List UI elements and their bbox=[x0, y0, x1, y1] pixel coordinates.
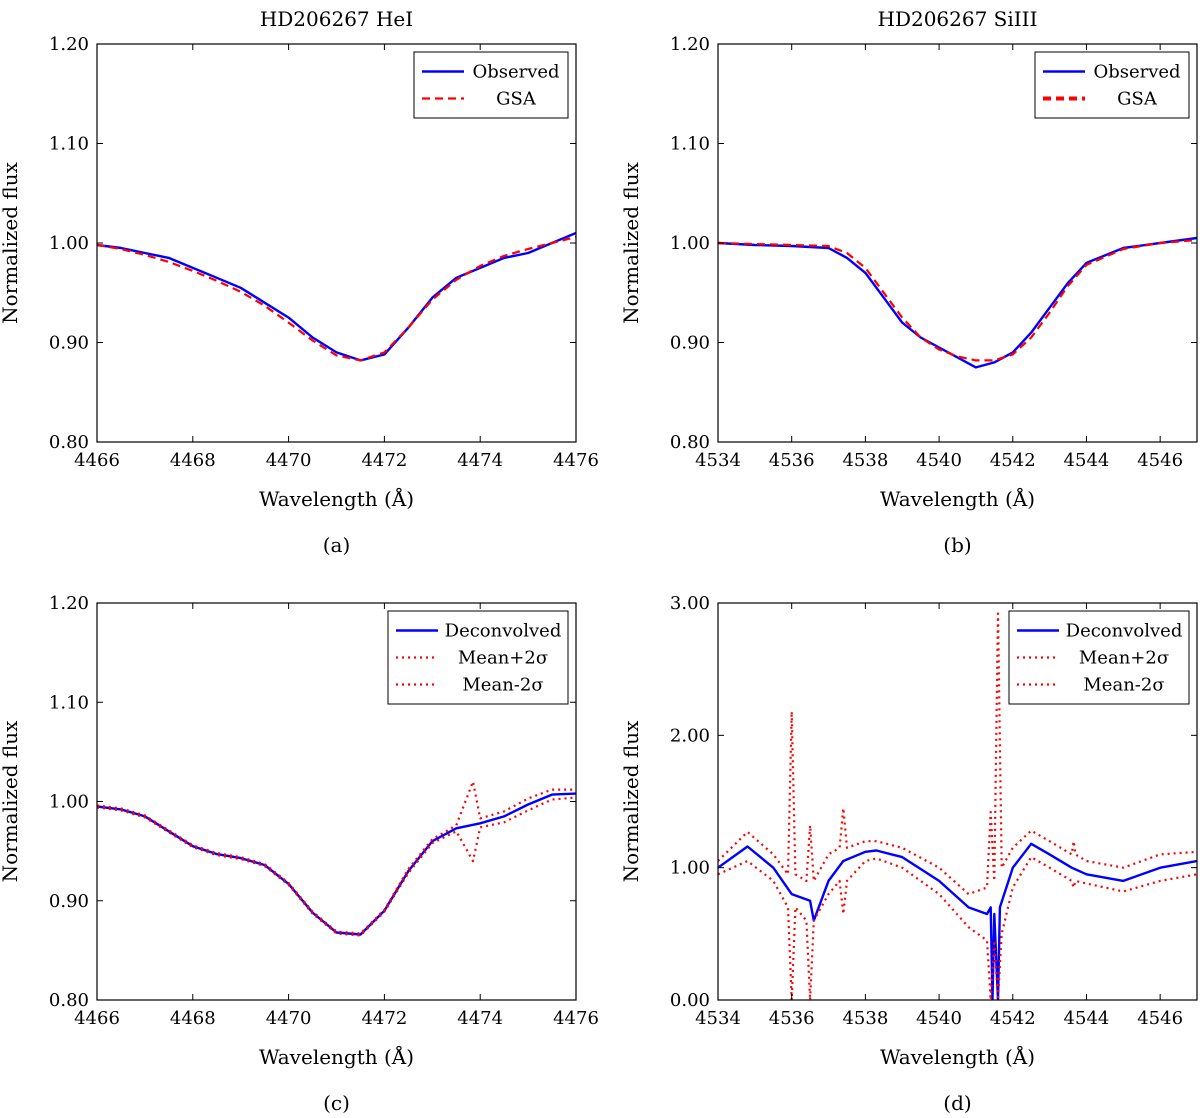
legend-box bbox=[1034, 51, 1190, 119]
series-line bbox=[97, 796, 576, 937]
x-tick-label: 4472 bbox=[361, 450, 407, 471]
x-tick-label: 4540 bbox=[916, 450, 962, 471]
x-tick-label: 4540 bbox=[916, 1008, 962, 1029]
y-tick-label: 1.00 bbox=[670, 233, 710, 254]
legend-label: Mean-2σ bbox=[462, 675, 543, 696]
x-tick-label: 4476 bbox=[553, 1008, 599, 1029]
chart-panel: HD206267 HeI 4466 4468 4470 4472 4474 4476 0.80… bbox=[0, 7, 599, 557]
series-line bbox=[718, 238, 1197, 362]
y-tick-label: 0.80 bbox=[49, 990, 89, 1011]
x-tick-label: 4542 bbox=[990, 450, 1036, 471]
x-axis-label: Wavelength (Å) bbox=[880, 1044, 1035, 1069]
y-tick-label: 3.00 bbox=[670, 593, 710, 614]
series-line bbox=[97, 780, 576, 935]
y-axis-label: Normalized flux bbox=[0, 720, 22, 883]
series-line bbox=[97, 792, 576, 936]
y-tick-label: 1.00 bbox=[49, 792, 89, 813]
chart-panel: HD206267 SiIII 4534 4536 4538 4540 4542 4544 45… bbox=[619, 7, 1198, 557]
x-tick-label: 4544 bbox=[1064, 1008, 1110, 1029]
y-tick-label: 1.10 bbox=[49, 134, 89, 155]
legend-label: Mean-2σ bbox=[1083, 675, 1164, 696]
chart-panel: 4466 4468 4470 4472 4474 4476 0.80 0.90 1.00 1.10… bbox=[0, 593, 599, 1115]
x-tick-label: 4470 bbox=[266, 1008, 312, 1029]
series-line bbox=[718, 842, 1197, 1000]
series-line bbox=[718, 856, 1197, 1000]
legend-label: GSA bbox=[496, 89, 537, 110]
x-tick-label: 4468 bbox=[170, 1008, 216, 1029]
x-tick-label: 4472 bbox=[361, 1008, 407, 1029]
legend-box bbox=[413, 51, 569, 119]
y-tick-label: 0.80 bbox=[670, 432, 710, 453]
y-axis-label: Normalized flux bbox=[619, 161, 643, 324]
x-tick-label: 4544 bbox=[1064, 450, 1110, 471]
x-axis-label: Wavelength (Å) bbox=[259, 486, 414, 511]
y-tick-label: 0.00 bbox=[670, 990, 710, 1011]
legend-label: Observed bbox=[472, 62, 559, 83]
y-tick-label: 1.20 bbox=[670, 34, 710, 55]
plot-frame bbox=[717, 602, 1198, 1001]
y-axis-label: Normalized flux bbox=[0, 161, 22, 324]
x-tick-label: 4542 bbox=[990, 1008, 1036, 1029]
legend: Deconvolved Mean+2σ Mean-2σ bbox=[387, 610, 569, 705]
legend: Observed GSA bbox=[413, 51, 569, 119]
chart-title: HD206267 HeI bbox=[260, 7, 413, 31]
chart-title: HD206267 SiIII bbox=[878, 7, 1038, 31]
legend-box bbox=[1008, 610, 1190, 705]
legend-label: Deconvolved bbox=[445, 621, 562, 642]
x-axis-label: Wavelength (Å) bbox=[880, 486, 1035, 511]
x-tick-label: 4538 bbox=[842, 450, 888, 471]
panel-caption: (d) bbox=[943, 1091, 971, 1115]
y-tick-label: 1.10 bbox=[49, 692, 89, 713]
x-tick-label: 4536 bbox=[769, 1008, 815, 1029]
legend: Deconvolved Mean+2σ Mean-2σ bbox=[1008, 610, 1190, 705]
y-tick-label: 0.90 bbox=[49, 891, 89, 912]
y-tick-label: 2.00 bbox=[670, 725, 710, 746]
x-tick-label: 4536 bbox=[769, 450, 815, 471]
x-tick-label: 4546 bbox=[1137, 1008, 1183, 1029]
panel-caption: (c) bbox=[323, 1091, 350, 1115]
x-tick-label: 4538 bbox=[842, 1008, 888, 1029]
series-line bbox=[97, 231, 576, 362]
x-tick-label: 4546 bbox=[1137, 450, 1183, 471]
x-tick-label: 4474 bbox=[457, 1008, 503, 1029]
y-tick-label: 0.80 bbox=[49, 432, 89, 453]
legend-label: GSA bbox=[1117, 89, 1158, 110]
x-tick-label: 4470 bbox=[266, 450, 312, 471]
y-tick-label: 1.10 bbox=[670, 134, 710, 155]
legend-box bbox=[387, 610, 569, 705]
legend: Observed GSA bbox=[1034, 51, 1190, 119]
legend-label: Mean+2σ bbox=[1079, 648, 1169, 669]
y-tick-label: 1.00 bbox=[670, 858, 710, 879]
x-tick-label: 4476 bbox=[553, 450, 599, 471]
legend-label: Deconvolved bbox=[1066, 621, 1183, 642]
y-axis-label: Normalized flux bbox=[619, 720, 643, 883]
legend-label: Mean+2σ bbox=[458, 648, 548, 669]
x-tick-label: 4534 bbox=[695, 1008, 741, 1029]
y-tick-label: 1.20 bbox=[49, 593, 89, 614]
y-tick-label: 1.00 bbox=[49, 233, 89, 254]
y-tick-label: 0.90 bbox=[670, 333, 710, 354]
x-tick-label: 4474 bbox=[457, 450, 503, 471]
panel-caption: (a) bbox=[323, 533, 351, 557]
x-tick-label: 4468 bbox=[170, 450, 216, 471]
x-tick-label: 4466 bbox=[74, 1008, 120, 1029]
y-tick-label: 1.20 bbox=[49, 34, 89, 55]
x-axis-label: Wavelength (Å) bbox=[259, 1044, 414, 1069]
series-line bbox=[718, 236, 1197, 369]
x-tick-label: 4534 bbox=[695, 450, 741, 471]
x-tick-label: 4466 bbox=[74, 450, 120, 471]
y-tick-label: 0.90 bbox=[49, 333, 89, 354]
panel-caption: (b) bbox=[943, 533, 971, 557]
series-line bbox=[97, 235, 576, 362]
chart-panel: 4534 4536 4538 4540 4542 4544 4546 0.00 1.00 2.00… bbox=[619, 593, 1198, 1115]
legend-label: Observed bbox=[1093, 62, 1180, 83]
